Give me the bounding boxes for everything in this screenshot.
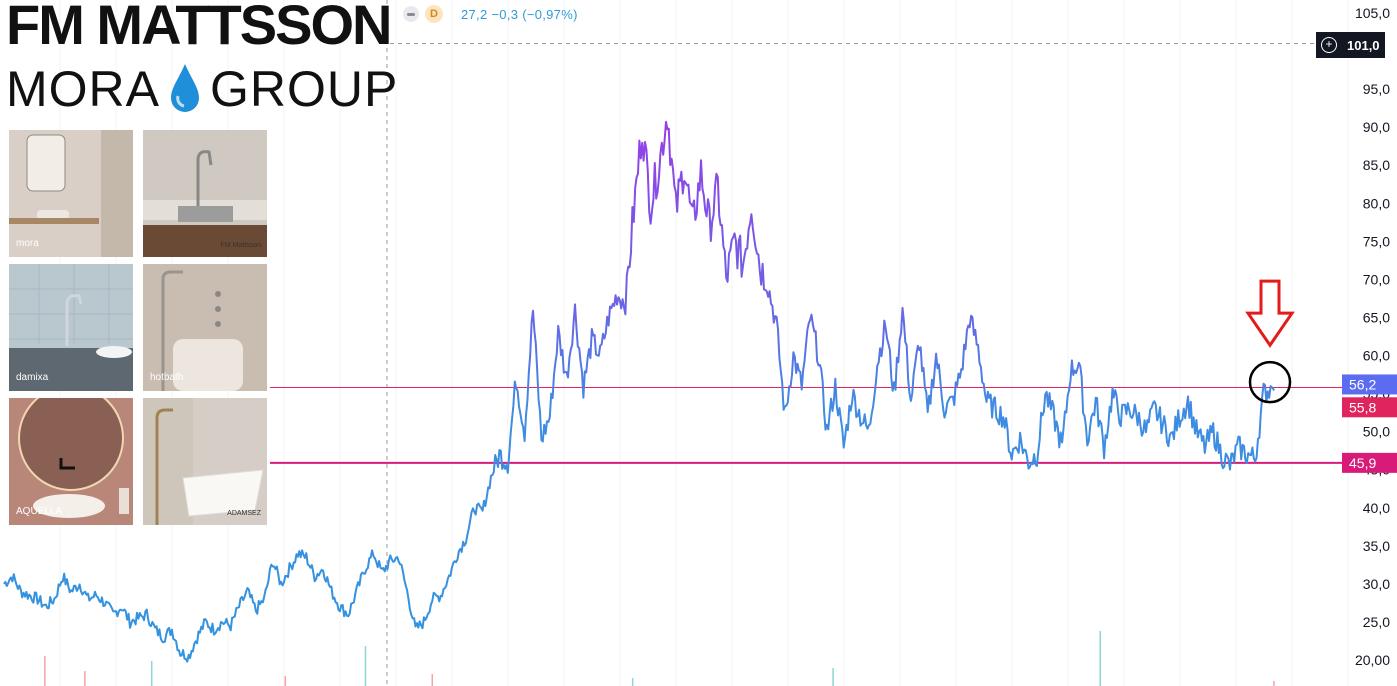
y-tick-label: 20,00 (1355, 652, 1390, 668)
hline-label-bg[interactable] (1342, 397, 1397, 418)
highlight-circle[interactable] (1248, 360, 1292, 404)
volume-bar (631, 678, 634, 686)
freestanding-tap-image (161, 270, 243, 391)
brand-label: mora (16, 238, 39, 249)
annotations[interactable] (1245, 279, 1295, 404)
brand-tile-fm-mattsson: FM Mattsson (143, 130, 267, 257)
volume-bar (364, 646, 367, 686)
brand-tile-aquella: AQUELLA (9, 398, 133, 525)
volume-bar (84, 671, 86, 686)
brand-label: AQUELLA (16, 506, 63, 517)
logo-mora-text: MORA (6, 61, 160, 117)
y-tick-label: 65,0 (1363, 309, 1390, 325)
volume-bars (44, 631, 1275, 686)
hline-label: 45,9 (1349, 455, 1376, 471)
horizontal-lines[interactable] (270, 386, 1342, 464)
symbol-header: D 27,2 −0,3 (−0,97%) (403, 5, 578, 23)
brand-tile-mora: mora (9, 130, 133, 257)
brand-tile-adamsez: ADAMSEZ (143, 398, 267, 525)
y-tick-label: 60,0 (1363, 348, 1390, 364)
crosshair-price-label[interactable]: + 101,0 (1316, 32, 1385, 58)
brand-tile-damixa: damixa (9, 264, 133, 391)
mirror-basin-image (9, 130, 133, 257)
logo-fm-mattsson: FM MATTSSON (6, 0, 392, 56)
brand-label: hotbath (150, 372, 184, 383)
add-alert-icon[interactable]: + (1316, 32, 1342, 58)
y-tick-label: 105,0 (1355, 5, 1390, 21)
y-tick-label: 35,0 (1363, 538, 1390, 554)
logo-group-text: GROUP (210, 61, 399, 117)
price-axis[interactable]: 20,0025,030,035,040,045,050,055,060,065,… (1342, 5, 1397, 668)
y-tick-label: 90,0 (1363, 119, 1390, 135)
round-mirror-image (18, 398, 129, 518)
volume-bar (431, 674, 434, 686)
price-series (3, 120, 1275, 663)
brand-image-grid: mora FM Mattsson damixa hotbath AQUELLA … (9, 130, 269, 526)
volume-bar (1099, 631, 1102, 686)
y-tick-label: 30,0 (1363, 576, 1390, 592)
collapse-toggle-icon[interactable] (403, 6, 419, 22)
y-tick-label: 85,0 (1363, 157, 1390, 173)
y-tick-label: 75,0 (1363, 233, 1390, 249)
y-tick-label: 95,0 (1363, 81, 1390, 97)
volume-bar (284, 676, 287, 686)
hline-label: 55,8 (1349, 399, 1376, 415)
last-price-label: 56,2 (1349, 376, 1376, 392)
bathtub-image (143, 398, 264, 525)
last-price-label-bg[interactable] (1342, 374, 1397, 395)
kitchen-sink-image (143, 150, 267, 257)
price-line (3, 120, 1275, 663)
brand-label: FM Mattsson (220, 242, 261, 249)
volume-bar (832, 668, 834, 686)
y-tick-label: 70,0 (1363, 271, 1390, 287)
y-tick-label: 25,0 (1363, 614, 1390, 630)
brand-label: damixa (16, 372, 49, 383)
logo-mora-group: MORA GROUP (6, 60, 398, 118)
volume-bar (150, 661, 153, 686)
crosshair-price-value: 101,0 (1342, 32, 1385, 58)
interval-badge[interactable]: D (425, 5, 443, 23)
brand-tile-hotbath: hotbath (143, 264, 267, 391)
wall-faucet-image (9, 264, 133, 391)
quote-change: 27,2 −0,3 (−0,97%) (461, 6, 578, 22)
water-drop-icon (171, 64, 199, 112)
hline-label-bg[interactable] (1342, 452, 1397, 473)
y-tick-label: 80,0 (1363, 195, 1390, 211)
down-arrow-icon[interactable] (1245, 279, 1295, 348)
y-tick-label: 40,0 (1363, 500, 1390, 516)
volume-bar (1273, 681, 1275, 686)
y-tick-label: 50,0 (1363, 424, 1390, 440)
brand-label: ADAMSEZ (227, 510, 261, 517)
volume-bar (44, 656, 46, 686)
grid (59, 0, 1349, 686)
